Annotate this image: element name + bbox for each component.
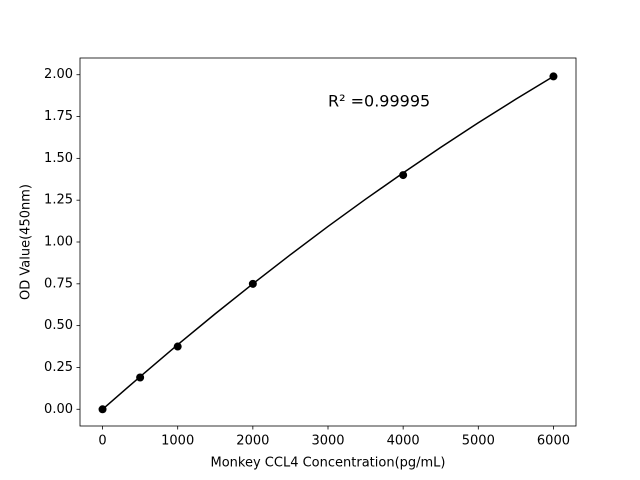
y-axis-label: OD Value(450nm) <box>19 184 34 300</box>
x-axis-label: Monkey CCL4 Concentration(pg/mL) <box>211 456 446 471</box>
x-tick-label: 3000 <box>311 434 344 449</box>
x-tick-label: 1000 <box>161 434 194 449</box>
data-point <box>98 405 107 414</box>
x-tick-label: 5000 <box>462 434 495 449</box>
y-tick-label: 1.25 <box>44 193 73 208</box>
annotation: R² =0.99995 <box>328 92 430 111</box>
x-tick-label: 0 <box>98 434 106 449</box>
data-point <box>248 279 257 288</box>
y-tick-label: 0.50 <box>44 318 73 333</box>
plot-frame <box>79 57 577 427</box>
x-tick-label: 6000 <box>537 434 570 449</box>
data-point <box>173 342 182 351</box>
y-tick-label: 0.75 <box>44 276 73 291</box>
data-point <box>549 72 558 81</box>
y-tick-label: 1.00 <box>44 235 73 250</box>
x-tick-label: 2000 <box>236 434 269 449</box>
y-tick-label: 1.75 <box>44 109 73 124</box>
y-tick-label: 1.50 <box>44 151 73 166</box>
data-point <box>136 373 145 382</box>
y-tick-label: 0.00 <box>44 402 73 417</box>
x-tick-label: 4000 <box>387 434 420 449</box>
y-tick-label: 2.00 <box>44 67 73 82</box>
data-point <box>399 171 408 180</box>
y-tick-label: 0.25 <box>44 360 73 375</box>
